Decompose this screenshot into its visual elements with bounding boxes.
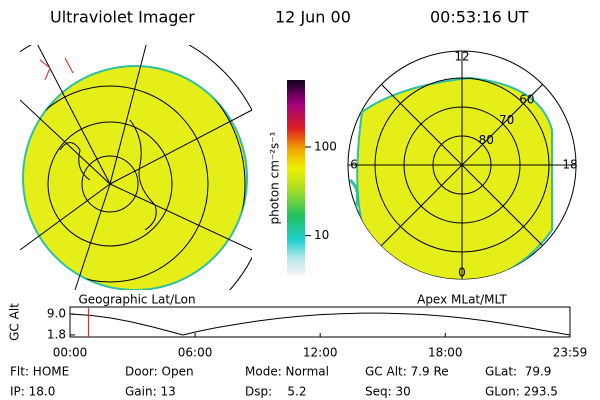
y-tick-label: 9.0 bbox=[47, 306, 66, 320]
geographic-image bbox=[20, 45, 252, 290]
mlt-spoke bbox=[461, 164, 543, 246]
mlt-label: 12 bbox=[454, 50, 469, 64]
status-field: Mode: Normal bbox=[245, 365, 329, 379]
colorbar bbox=[287, 80, 305, 275]
date: 12 Jun 00 bbox=[275, 8, 351, 27]
status-field: Door: Open bbox=[125, 365, 194, 379]
mlt-spoke bbox=[381, 84, 463, 166]
magnetic-label: Apex MLat/MLT bbox=[417, 293, 507, 307]
colorbar-tick-label: 10 bbox=[314, 228, 329, 242]
time: 00:53:16 UT bbox=[430, 8, 529, 27]
status-field: GLon: 293.5 bbox=[485, 385, 558, 399]
mlt-label: 0 bbox=[458, 266, 466, 280]
mlt-label: 6 bbox=[350, 158, 358, 172]
x-tick-label: 18:00 bbox=[428, 346, 463, 360]
mlt-spoke bbox=[461, 84, 543, 166]
instrument-title: Ultraviolet Imager bbox=[50, 8, 195, 27]
mlat-label: 60 bbox=[519, 93, 534, 107]
status-field: IP: 18.0 bbox=[10, 385, 55, 399]
status-field: Seq: 30 bbox=[365, 385, 411, 399]
status-field: GC Alt: 7.9 Re bbox=[365, 365, 449, 379]
y-tick-label: 1.8 bbox=[47, 327, 66, 341]
mlt-label: 18 bbox=[562, 158, 577, 172]
x-tick-label: 06:00 bbox=[178, 346, 213, 360]
colorbar-label: photon cm⁻²s⁻¹ bbox=[268, 131, 282, 224]
mlt-spoke bbox=[381, 164, 463, 246]
altitude-ylabel: GC Alt bbox=[8, 303, 22, 341]
x-tick-label: 12:00 bbox=[303, 346, 338, 360]
colorbar-tick-label: 100 bbox=[314, 140, 337, 154]
status-field: Dsp: 5.2 bbox=[245, 385, 307, 399]
x-tick-label: 23:59 bbox=[553, 346, 588, 360]
magnetic-image bbox=[347, 50, 577, 280]
mlat-label: 70 bbox=[499, 113, 514, 127]
geographic-label: Geographic Lat/Lon bbox=[78, 293, 195, 307]
altitude-curve bbox=[69, 312, 571, 336]
x-tick-label: 00:00 bbox=[53, 346, 88, 360]
mlat-label: 80 bbox=[479, 133, 494, 147]
status-field: Gain: 13 bbox=[125, 385, 176, 399]
status-field: GLat: 79.9 bbox=[485, 365, 551, 379]
status-field: Flt: HOME bbox=[10, 365, 69, 379]
